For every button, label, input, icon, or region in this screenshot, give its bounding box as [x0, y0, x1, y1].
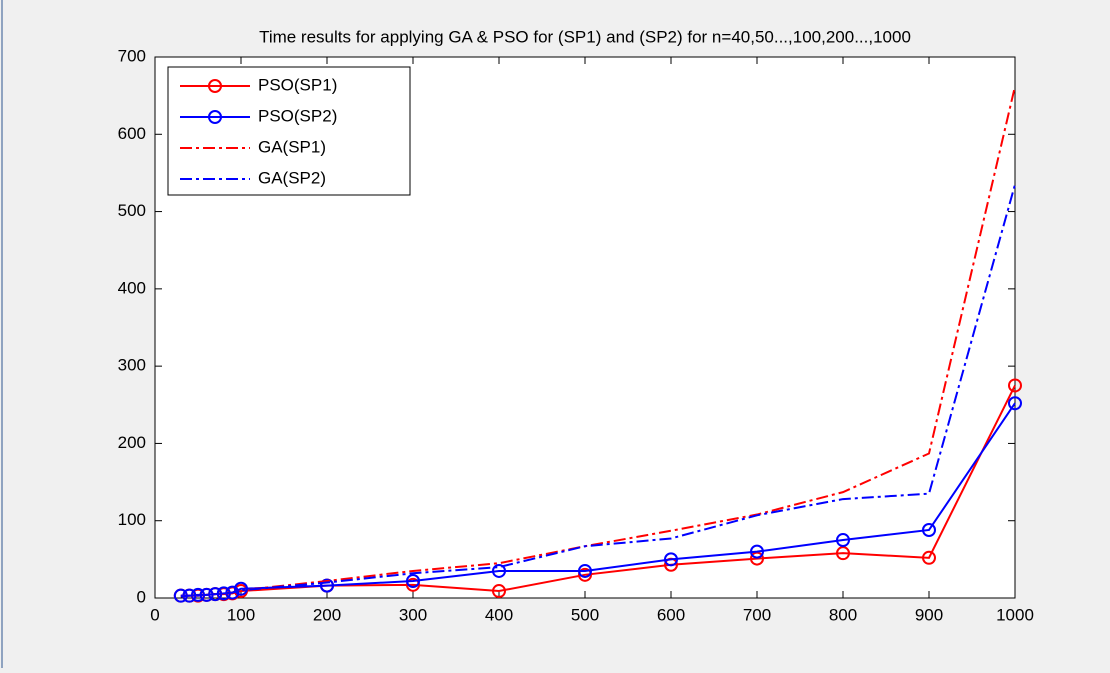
- data-point: [578, 567, 592, 582]
- series-line: [180, 86, 1016, 598]
- data-point: [836, 533, 850, 548]
- legend-marker: [208, 79, 222, 93]
- y-tick-label: 300: [118, 356, 146, 375]
- data-point: [578, 563, 592, 578]
- x-tick-label: 400: [485, 605, 513, 624]
- y-tick-label: 200: [118, 433, 146, 452]
- legend-label: PSO(SP1): [258, 75, 337, 94]
- data-point: [225, 585, 240, 600]
- legend-label: PSO(SP2): [258, 106, 337, 125]
- x-tick-label: 300: [399, 605, 427, 624]
- data-point: [664, 552, 678, 567]
- legend-box: [167, 66, 411, 196]
- x-tick-label: 200: [313, 605, 341, 624]
- chart-title: Time results for applying GA & PSO for (…: [259, 27, 911, 46]
- x-tick-label: 700: [743, 605, 771, 624]
- axes-box: [154, 56, 1016, 599]
- data-point: [922, 522, 936, 537]
- x-tick-label: 600: [657, 605, 685, 624]
- y-tick-label: 600: [118, 124, 146, 143]
- data-point: [406, 577, 420, 592]
- x-tick-label: 900: [915, 605, 943, 624]
- data-point: [1008, 378, 1022, 393]
- x-tick-label: 800: [829, 605, 857, 624]
- y-tick-label: 0: [137, 587, 146, 606]
- data-point: [492, 563, 506, 578]
- series-line: [180, 184, 1016, 598]
- y-tick-label: 100: [118, 510, 146, 529]
- y-tick-label: 400: [118, 278, 146, 297]
- x-tick-label: 0: [150, 605, 159, 624]
- legend-label: GA(SP1): [258, 137, 326, 156]
- data-point: [320, 578, 334, 593]
- legend-label: GA(SP2): [258, 168, 326, 187]
- x-tick-label: 1000: [996, 605, 1034, 624]
- data-point: [1008, 396, 1022, 411]
- data-point: [406, 573, 420, 588]
- legend-marker: [208, 110, 222, 124]
- data-point: [234, 581, 248, 596]
- data-point: [922, 550, 936, 565]
- y-tick-label: 500: [118, 201, 146, 220]
- x-tick-label: 500: [571, 605, 599, 624]
- x-tick-label: 100: [227, 605, 255, 624]
- y-tick-label: 700: [118, 46, 146, 65]
- data-point: [750, 544, 764, 559]
- data-point: [836, 546, 850, 561]
- data-point: [492, 584, 506, 599]
